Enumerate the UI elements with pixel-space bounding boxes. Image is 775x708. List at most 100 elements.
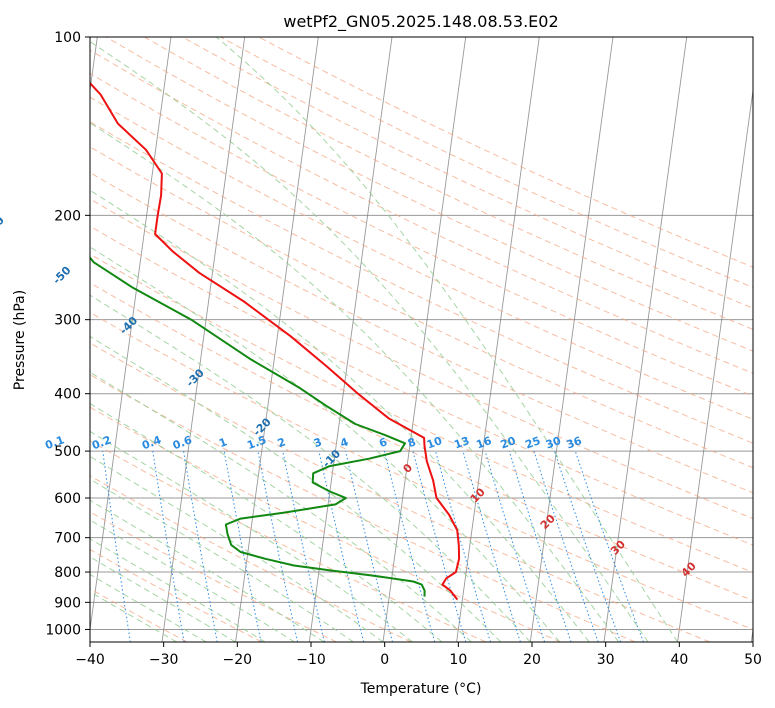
x-tick-label: 20	[523, 652, 541, 668]
y-tick-label: 1000	[45, 622, 81, 638]
dry-adiabat-line	[90, 475, 412, 642]
mixing-ratio-label: 0.6	[171, 433, 194, 452]
mixing-ratio-line	[383, 450, 436, 642]
x-tick-label: 10	[449, 652, 467, 668]
dry-adiabat-label: -30	[184, 366, 207, 389]
moist-adiabat-line	[90, 246, 561, 642]
dry-adiabat-line	[90, 121, 753, 444]
plot-frame	[89, 36, 754, 643]
x-tick-label: 50	[744, 652, 762, 668]
mixing-ratio-label: 0.2	[90, 433, 113, 452]
mixing-ratio-line	[574, 450, 644, 642]
mixing-ratio-label: 30	[544, 434, 563, 452]
dry-adiabat-line	[90, 225, 753, 546]
x-tick-label: −30	[149, 652, 179, 668]
x-tick-label: 40	[670, 652, 688, 668]
background-lines	[90, 37, 753, 642]
x-tick-label: −20	[223, 652, 253, 668]
mixing-ratio-label: 0.4	[140, 433, 163, 452]
dry-adiabat-line	[90, 406, 561, 642]
moist-adiabat-line	[215, 37, 679, 642]
dry-adiabat-line	[90, 253, 753, 573]
dry-adiabat-label: -40	[117, 314, 140, 337]
x-tick-label: −40	[75, 652, 105, 668]
mixing-ratio-label: 10	[425, 434, 444, 452]
moist-adiabat-line	[90, 519, 295, 642]
moist-adiabat-line	[90, 122, 620, 642]
isotherm-line	[382, 37, 467, 642]
y-tick-label: 700	[54, 531, 81, 547]
dry-adiabat-line	[90, 171, 753, 494]
x-axis-label: Temperature (°C)	[360, 681, 482, 697]
isotherm-line	[90, 37, 172, 633]
mixing-ratio-label: 1	[217, 435, 229, 450]
y-tick-label: 800	[54, 565, 81, 581]
mixing-ratio-line	[223, 451, 262, 642]
dry-adiabat-line	[90, 311, 753, 630]
moist-adiabat-line	[90, 556, 236, 642]
isotherm-line	[677, 87, 753, 642]
dewpoint-profile-line	[90, 256, 426, 597]
chart-title: wetPf2_GN05.2025.148.08.53.E02	[283, 12, 558, 32]
moist-adiabat-label: 20	[538, 512, 558, 532]
y-tick-label: 400	[54, 387, 81, 403]
x-tick-label: 0	[380, 652, 389, 668]
dry-adiabat-label: -50	[50, 264, 73, 287]
mixing-ratio-label: 2	[276, 435, 288, 450]
dry-adiabat-line	[90, 72, 753, 397]
dry-adiabat-line	[90, 440, 487, 642]
moist-adiabat-line	[90, 371, 472, 642]
line-labels: 0.10.20.40.611.52346810131620253036-100-…	[0, 214, 699, 580]
mixing-ratio-line	[345, 450, 393, 642]
dry-adiabat-label: -20	[251, 415, 274, 438]
dry-adiabat-line	[90, 198, 753, 520]
moist-adiabat-line	[90, 538, 266, 642]
moist-adiabat-line	[90, 41, 649, 642]
mixing-ratio-line	[257, 451, 298, 642]
mixing-ratio-label: 1.5	[245, 433, 268, 452]
dry-adiabat-line	[90, 373, 636, 642]
mixing-ratio-line	[412, 450, 467, 642]
axis-ticks: −40 −30 −20 −10 0 10 20 30 40 5010020030040050060…	[45, 30, 762, 668]
mixing-ratio-line	[554, 450, 622, 642]
isotherm-line	[750, 626, 753, 642]
dry-adiabat-line	[90, 342, 711, 642]
moist-adiabat-label: 10	[468, 485, 488, 505]
dry-adiabat-line	[90, 282, 753, 602]
mixing-ratio-label: 8	[406, 435, 418, 450]
moist-adiabat-line	[90, 478, 354, 642]
mixing-ratio-label: 0.1	[43, 433, 66, 452]
mixing-ratio-line	[282, 450, 325, 642]
moist-adiabat-line	[90, 294, 531, 642]
temperature-profile-line	[90, 81, 461, 601]
y-tick-label: 900	[54, 595, 81, 611]
y-tick-label: 300	[54, 313, 81, 329]
moist-adiabat-label: 40	[679, 559, 699, 579]
dry-adiabat-line	[90, 511, 337, 642]
isotherm-line	[603, 37, 688, 642]
isotherm-line	[529, 37, 614, 642]
mixing-ratio-line	[462, 450, 521, 642]
dry-adiabat-line	[90, 96, 753, 420]
mixing-ratio-line	[435, 450, 492, 642]
y-tick-label: 600	[54, 491, 81, 507]
mixing-ratio-label: 16	[474, 434, 493, 452]
x-tick-label: 30	[597, 652, 615, 668]
mixing-ratio-label: 13	[452, 434, 471, 451]
moist-adiabat-line	[90, 189, 590, 642]
isotherm-line	[235, 37, 319, 642]
mixing-ratio-label: 4	[339, 435, 351, 450]
isotherm-line	[161, 37, 246, 642]
dry-adiabat-line	[90, 146, 753, 469]
moist-adiabat-line	[90, 455, 384, 642]
y-tick-label: 200	[54, 208, 81, 224]
dry-adiabat-label: -60	[0, 214, 7, 237]
dry-adiabat-line	[105, 37, 753, 352]
y-axis-label: Pressure (hPa)	[12, 290, 28, 390]
mixing-ratio-label: 25	[523, 434, 542, 451]
y-tick-label: 100	[54, 30, 81, 46]
mixing-ratio-label: 20	[499, 434, 518, 452]
mixing-ratio-line	[508, 450, 572, 642]
moist-adiabat-line	[90, 499, 325, 642]
